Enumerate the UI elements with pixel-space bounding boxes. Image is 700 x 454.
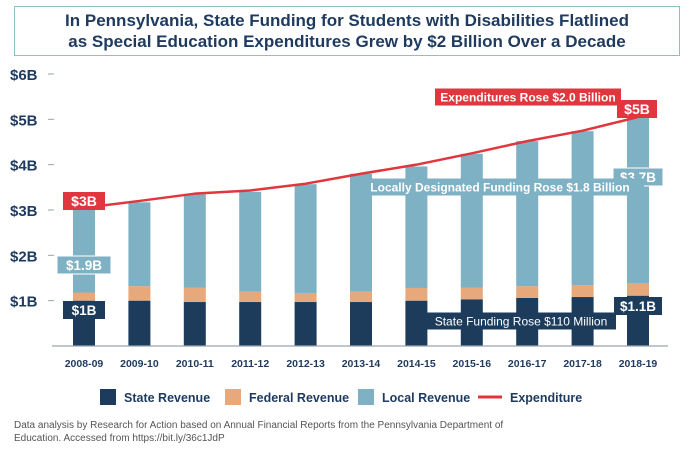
bar-federal-revenue <box>73 292 95 301</box>
x-tick-label: 2009-10 <box>120 358 159 370</box>
x-tick-label: 2010-11 <box>176 358 214 370</box>
bar-local-revenue <box>516 141 539 287</box>
legend-swatch-state-revenue <box>100 389 116 405</box>
bar-federal-revenue <box>516 286 539 298</box>
y-tick-label: $2B <box>10 248 38 265</box>
data-label-expenditure-end-box <box>617 100 657 118</box>
bar-federal-revenue <box>239 291 262 303</box>
bar-federal-revenue <box>571 285 594 298</box>
y-tick-label: $1B <box>10 294 38 311</box>
expenditure-line <box>83 115 639 209</box>
x-tick-label: 2015-16 <box>453 358 492 370</box>
bar-local-revenue <box>239 191 262 292</box>
data-label-state-start: $1B <box>72 303 97 318</box>
chart-title: In Pennsylvania, State Funding for Stude… <box>65 10 629 52</box>
bar-local-revenue <box>460 153 483 288</box>
bar-local-revenue <box>627 117 649 283</box>
data-label-expenditure-start-box <box>63 192 105 210</box>
x-tick-label: 2014-15 <box>397 358 436 370</box>
bar-state-revenue <box>128 300 151 346</box>
bar-federal-revenue <box>128 286 151 301</box>
annotation-locally-designated: Locally Designated Funding Rose $1.8 Bil… <box>370 180 629 194</box>
x-tick-label: 2008-09 <box>65 358 104 370</box>
y-tick-label: $5B <box>10 112 38 129</box>
source-note: Data analysis by Research for Action bas… <box>14 419 654 445</box>
data-label-local-start: $1.9B <box>66 258 102 273</box>
bar-federal-revenue <box>183 287 206 303</box>
bar-state-revenue <box>239 302 262 346</box>
bar-local-revenue <box>128 202 151 287</box>
x-tick-label: 2011-12 <box>231 358 269 370</box>
x-tick-label: 2012-13 <box>286 358 325 370</box>
legend-label-state-revenue: State Revenue <box>124 391 210 405</box>
chart-title-line-1: In Pennsylvania, State Funding for Stude… <box>65 11 629 30</box>
bar-state-revenue <box>350 302 372 346</box>
data-label-expenditure-end: $5B <box>624 101 650 117</box>
annotation-expenditures-rose: Expenditures Rose $2.0 Billion <box>440 90 615 104</box>
bar-federal-revenue <box>627 282 649 296</box>
data-label-state-end: $1.1B <box>620 299 656 314</box>
x-tick-label: 2018-19 <box>619 358 658 370</box>
annotation-expenditures-rose-box <box>435 88 621 106</box>
x-tick-label: 2013-14 <box>342 358 381 370</box>
annotation-state-funding-rose-box <box>426 312 616 330</box>
bar-local-revenue <box>73 207 95 293</box>
bar-state-revenue <box>294 302 317 346</box>
bar-local-revenue <box>350 173 372 292</box>
x-tick-label: 2016-17 <box>508 358 547 370</box>
bar-local-revenue <box>405 166 428 288</box>
chart-title-line-2: as Special Education Expenditures Grew b… <box>68 32 626 51</box>
legend-swatch-local-revenue <box>358 389 374 405</box>
legend-label-local-revenue: Local Revenue <box>382 391 470 405</box>
y-tick-label: $6B <box>10 67 38 84</box>
data-label-local-start-box <box>56 255 112 275</box>
bar-federal-revenue <box>350 291 372 303</box>
source-line-1: Data analysis by Research for Action bas… <box>14 420 504 431</box>
bar-state-revenue <box>183 302 206 346</box>
annotation-locally-designated-box <box>356 178 644 196</box>
bar-state-revenue <box>405 300 428 346</box>
bar-local-revenue <box>294 184 317 293</box>
x-tick-label: 2017-18 <box>563 358 602 370</box>
chart-title-box: In Pennsylvania, State Funding for Stude… <box>14 6 680 56</box>
data-label-state-start-box <box>63 301 105 319</box>
legend-label-federal-revenue: Federal Revenue <box>249 391 349 405</box>
bar-federal-revenue <box>460 287 483 300</box>
legend-label-expenditure: Expenditure <box>510 391 582 405</box>
bar-federal-revenue <box>294 292 317 303</box>
y-tick-label: $3B <box>10 203 38 220</box>
data-label-state-end-box <box>614 297 662 315</box>
annotation-state-funding-rose: State Funding Rose $110 Million <box>435 314 608 328</box>
bar-federal-revenue <box>405 287 428 301</box>
bar-local-revenue <box>571 131 594 286</box>
y-tick-label: $4B <box>10 158 38 175</box>
data-label-expenditure-start: $3B <box>71 193 97 209</box>
source-line-2: Education. Accessed from https://bit.ly/… <box>14 433 225 444</box>
bar-local-revenue <box>183 194 206 288</box>
legend-swatch-federal-revenue <box>225 389 241 405</box>
